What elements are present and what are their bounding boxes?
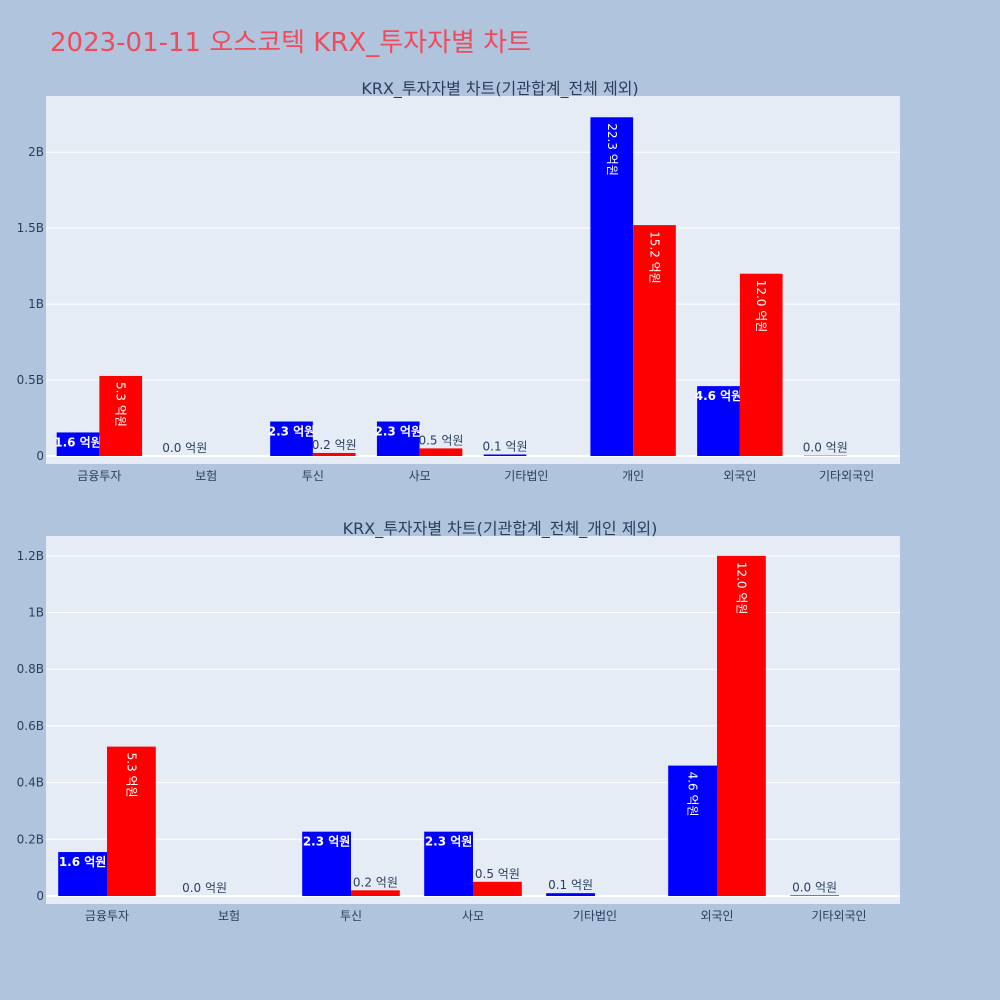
sell-bar — [99, 375, 143, 456]
bar-value-label: 2.3 억원 — [303, 835, 351, 849]
bar-value-label: 12.0 억원 — [754, 280, 768, 333]
sell-bar — [107, 746, 156, 896]
y-tick-label: 1.2B — [17, 549, 44, 563]
bar-value-label: 22.3 억원 — [605, 123, 619, 176]
buy-bar — [302, 831, 351, 896]
bar-value-label: 0.1 억원 — [548, 878, 593, 892]
bar-value-label: 5.3 억원 — [124, 753, 138, 798]
buy-bar — [546, 893, 595, 896]
x-tick-label: 금융투자 — [85, 909, 129, 923]
buy-bar — [56, 432, 100, 456]
bar-value-label: 2.3 억원 — [268, 425, 316, 439]
sell-bar — [351, 890, 400, 896]
sell-bar — [419, 448, 463, 456]
x-tick-label: 보험 — [195, 469, 217, 483]
x-tick-label: 투신 — [340, 909, 362, 923]
x-tick-label: 개인 — [622, 469, 644, 483]
x-tick-label: 기타법인 — [504, 469, 548, 483]
bar-value-label: 0.0 억원 — [792, 880, 837, 894]
sell-bar — [312, 452, 356, 456]
x-tick-label: 기타법인 — [573, 909, 617, 923]
y-tick-label: 0 — [36, 449, 44, 463]
y-tick-label: 0.6B — [17, 719, 44, 733]
y-tick-label: 1B — [28, 297, 44, 311]
y-tick-label: 0.5B — [17, 373, 44, 387]
y-tick-label: 1B — [28, 606, 44, 620]
y-tick-label: 0.4B — [17, 776, 44, 790]
buy-bar — [424, 831, 473, 896]
bar-value-label: 0.1 억원 — [483, 439, 528, 453]
chart-title: KRX_투자자별 차트(기관합계_전체 제외) — [361, 79, 638, 99]
sell-bar — [473, 881, 522, 896]
bar-value-label: 0.5 억원 — [475, 867, 520, 881]
bar-value-label: 12.0 억원 — [734, 562, 748, 615]
bar-value-label: 4.6 억원 — [686, 772, 700, 817]
x-tick-label: 보험 — [218, 909, 240, 923]
bar-value-label: 0.0 억원 — [162, 441, 207, 455]
sell-bar — [739, 273, 783, 456]
chart-bottom: KRX_투자자별 차트(기관합계_전체_개인 제외) 0 0.2B 0.4B 0.6B 0… — [17, 519, 900, 923]
y-tick-label: 1.5B — [17, 221, 44, 235]
y-tick-label: 0.2B — [17, 832, 44, 846]
bar-value-label: 0.0 억원 — [803, 441, 848, 455]
x-tick-label: 투신 — [302, 469, 324, 483]
bar-value-label: 15.2 억원 — [647, 231, 661, 284]
buy-bar — [790, 895, 839, 896]
sell-bar — [633, 225, 676, 456]
x-tick-label: 기타외국인 — [819, 469, 874, 483]
bar-value-label: 0.2 억원 — [312, 438, 357, 452]
page-title: 2023-01-11 오스코텍 KRX_투자자별 차트 — [50, 28, 532, 58]
bar-value-label: 0.0 억원 — [182, 881, 227, 895]
sell-bar — [717, 555, 766, 896]
buy-bar — [483, 454, 527, 456]
buy-bar — [697, 386, 740, 456]
buy-bar — [668, 765, 717, 896]
bar-value-label: 5.3 억원 — [114, 382, 128, 427]
bar-value-label: 4.6 억원 — [695, 389, 743, 403]
bar-value-label: 1.6 억원 — [59, 855, 107, 869]
x-tick-label: 외국인 — [700, 909, 733, 923]
chart-top: KRX_투자자별 차트(기관합계_전체 제외) 0 0.5B 1B 1.5B 2B 금융투자… — [17, 79, 900, 483]
bar-value-label: 0.5 억원 — [418, 433, 463, 447]
x-tick-label: 기타외국인 — [811, 909, 866, 923]
x-tick-label: 사모 — [462, 909, 484, 923]
bar-value-label: 0.2 억원 — [353, 875, 398, 889]
y-tick-label: 2B — [28, 145, 44, 159]
bar-value-label: 1.6 억원 — [54, 435, 102, 449]
x-tick-label: 사모 — [409, 469, 431, 483]
buy-bar — [58, 852, 107, 896]
x-tick-label: 금융투자 — [77, 469, 121, 483]
buy-bar — [376, 421, 420, 456]
y-tick-label: 0 — [36, 889, 44, 903]
buy-bar — [270, 421, 313, 456]
y-tick-label: 0.8B — [17, 662, 44, 676]
x-tick-label: 외국인 — [723, 469, 756, 483]
chart-title: KRX_투자자별 차트(기관합계_전체_개인 제외) — [343, 519, 658, 539]
bar-value-label: 2.3 억원 — [375, 425, 423, 439]
buy-bar — [590, 117, 634, 457]
bar-value-label: 2.3 억원 — [425, 835, 473, 849]
